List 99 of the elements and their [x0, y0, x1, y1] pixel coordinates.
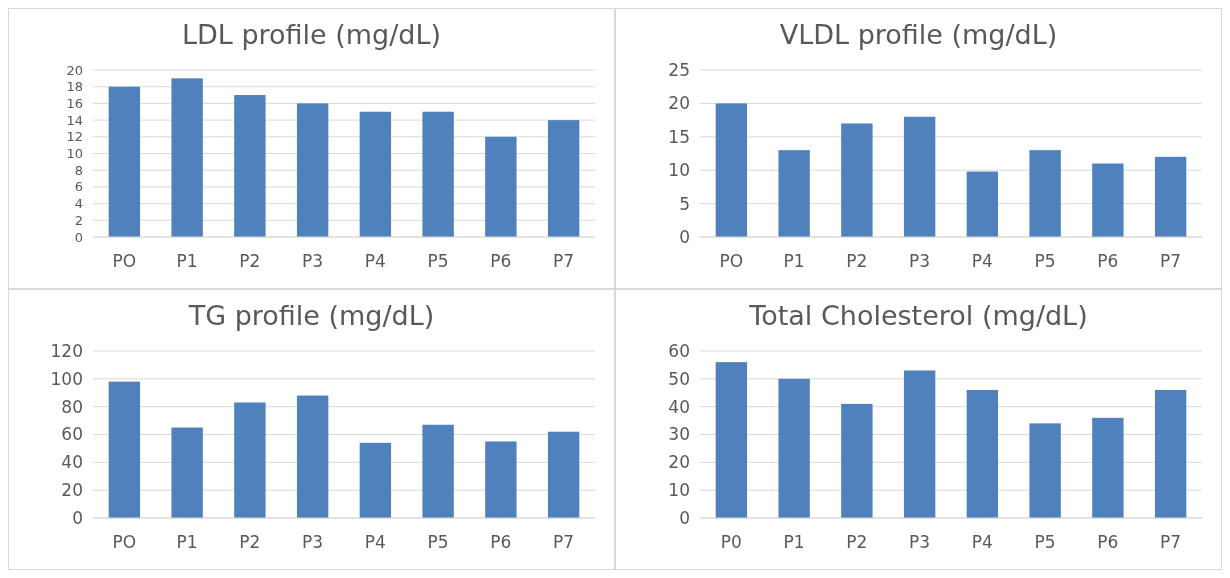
x-tick-label: P7 — [1160, 251, 1182, 271]
y-tick-label: 4 — [74, 196, 83, 212]
bar — [359, 111, 392, 237]
y-tick-label: 16 — [66, 95, 83, 111]
x-tick-label: P6 — [1097, 251, 1119, 271]
bar — [966, 171, 999, 237]
bar — [296, 395, 329, 518]
x-tick-label: P4 — [364, 532, 386, 552]
bar — [422, 111, 454, 237]
y-tick-label: 14 — [66, 112, 83, 128]
y-tick-label: 0 — [679, 507, 690, 528]
y-tick-label: 6 — [74, 179, 83, 195]
y-tick-label: 5 — [679, 193, 690, 214]
y-tick-label: 0 — [679, 226, 690, 247]
bar — [966, 389, 999, 518]
chart-title: LDL profile (mg/dL) — [181, 19, 442, 50]
bar — [547, 431, 580, 518]
y-tick-label: 25 — [668, 59, 690, 80]
x-tick-label: P2 — [846, 251, 868, 271]
x-tick-label: P7 — [553, 532, 575, 552]
x-tick-label: PO — [112, 251, 137, 271]
x-tick-label: P1 — [783, 532, 805, 552]
y-tick-label: 100 — [50, 368, 83, 389]
chart-title: VLDL profile (mg/dL) — [779, 19, 1058, 50]
y-tick-label: 0 — [72, 507, 83, 528]
x-tick-label: P5 — [1034, 532, 1056, 552]
x-tick-label: P6 — [490, 251, 512, 271]
y-tick-label: 20 — [668, 93, 690, 114]
bar — [485, 136, 517, 237]
y-tick-label: 80 — [61, 396, 83, 417]
y-tick-label: 30 — [668, 424, 690, 445]
x-tick-label: P5 — [427, 251, 449, 271]
x-tick-label: P7 — [1160, 532, 1182, 552]
bar — [903, 116, 936, 237]
y-tick-label: 20 — [61, 480, 83, 501]
y-tick-label: 10 — [668, 160, 690, 181]
x-tick-label: P3 — [302, 251, 324, 271]
bar — [171, 427, 203, 518]
bar — [778, 378, 810, 518]
x-tick-label: P7 — [553, 251, 575, 271]
bar — [1154, 389, 1187, 518]
bar — [359, 442, 392, 518]
x-tick-label: P4 — [364, 251, 386, 271]
x-tick-label: P1 — [783, 251, 805, 271]
bar — [715, 362, 748, 518]
bar — [234, 95, 266, 237]
y-tick-label: 0 — [74, 229, 83, 245]
x-tick-label: PO — [112, 532, 137, 552]
y-tick-label: 18 — [66, 79, 83, 95]
chart-title: TG profile (mg/dL) — [187, 300, 435, 331]
x-tick-label: P1 — [176, 251, 198, 271]
bar — [1092, 417, 1124, 518]
x-tick-label: PO — [719, 251, 744, 271]
bar — [1029, 423, 1061, 518]
x-tick-label: P0 — [720, 532, 742, 552]
y-tick-label: 120 — [50, 340, 83, 361]
chart-title: Total Cholesterol (mg/dL) — [748, 300, 1088, 331]
y-tick-label: 12 — [66, 129, 83, 145]
x-tick-label: P4 — [971, 251, 993, 271]
x-tick-label: P5 — [1034, 251, 1056, 271]
x-tick-label: P6 — [1097, 532, 1119, 552]
x-tick-label: P4 — [971, 532, 993, 552]
bar — [171, 78, 203, 237]
y-tick-label: 20 — [66, 62, 83, 78]
bar — [108, 381, 141, 518]
bar — [108, 86, 141, 237]
y-tick-label: 8 — [74, 162, 83, 178]
x-tick-label: P2 — [846, 532, 868, 552]
bar — [841, 123, 873, 237]
y-tick-label: 10 — [668, 480, 690, 501]
y-tick-label: 2 — [74, 212, 83, 228]
bar — [1092, 163, 1124, 237]
y-tick-label: 60 — [61, 424, 83, 445]
bar — [485, 441, 517, 518]
bar — [422, 424, 454, 518]
bar — [547, 120, 580, 237]
bar — [903, 370, 936, 518]
y-tick-label: 50 — [668, 368, 690, 389]
bar — [778, 150, 810, 237]
y-tick-label: 40 — [668, 396, 690, 417]
x-tick-label: P2 — [239, 532, 261, 552]
x-tick-label: P5 — [427, 532, 449, 552]
bar — [1029, 150, 1061, 237]
y-tick-label: 20 — [668, 452, 690, 473]
x-tick-label: P2 — [239, 251, 261, 271]
x-tick-label: P3 — [302, 532, 324, 552]
x-tick-label: P3 — [909, 532, 931, 552]
bar — [715, 103, 748, 237]
y-tick-label: 40 — [61, 452, 83, 473]
x-tick-label: P3 — [909, 251, 931, 271]
x-tick-label: P6 — [490, 532, 512, 552]
bar — [1154, 156, 1187, 237]
y-tick-label: 10 — [66, 146, 83, 162]
y-tick-label: 15 — [668, 126, 690, 147]
y-tick-label: 60 — [668, 340, 690, 361]
x-tick-label: P1 — [176, 532, 198, 552]
bar — [234, 402, 266, 518]
bar — [296, 103, 329, 237]
bar — [841, 403, 873, 518]
